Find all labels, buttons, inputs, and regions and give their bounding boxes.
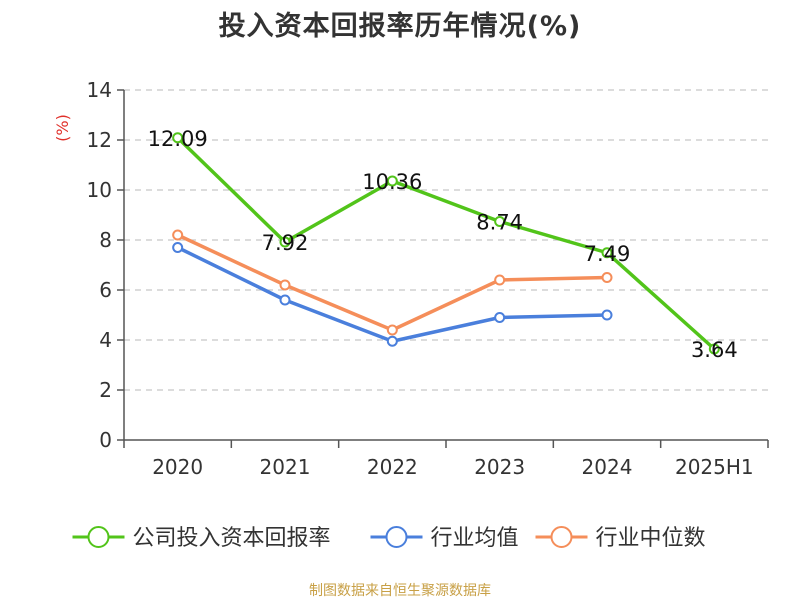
data-point (386, 175, 398, 187)
x-tick-label: 2021 (260, 455, 311, 479)
data-label: 3.64 (691, 338, 738, 362)
y-tick-label: 6 (99, 278, 112, 302)
data-point (279, 236, 291, 248)
data-point (494, 216, 506, 227)
data-point (172, 132, 184, 144)
legend: 公司投入资本回报率 行业均值 行业中位数 (72, 526, 706, 551)
y-tick-label: 14 (87, 78, 112, 102)
series-line (176, 136, 716, 351)
source-footer: 制图数据来自恒生聚源数据库 (309, 583, 491, 599)
data-point (494, 274, 506, 286)
data-point (172, 242, 184, 253)
legend-label: 公司投入资本回报率 (133, 526, 331, 551)
legend-item-2: 行业中位数 (535, 526, 706, 551)
data-point (494, 312, 506, 323)
x-tick-label: 2025H1 (675, 455, 754, 479)
legend-swatch-marker (550, 526, 573, 548)
data-point (601, 309, 613, 321)
data-point (386, 335, 398, 347)
x-tick-label: 2023 (474, 455, 525, 479)
data-labels: 12.09 7.92 10.36 8.74 7.49 3.64 (148, 127, 738, 362)
data-point (279, 279, 291, 291)
data-label: 10.36 (362, 170, 422, 194)
axes: 0 2 4 6 8 10 12 14 2020 2021 2022 2023 2024 2025H1 (87, 78, 769, 479)
series-lines (172, 132, 720, 355)
x-tick-label: 2024 (582, 455, 633, 479)
y-tick-label: 12 (87, 128, 112, 152)
data-point (386, 324, 398, 336)
y-tick-label: 2 (99, 378, 112, 402)
chart-title: 投入资本回报率历年情况(%) (218, 11, 582, 42)
series-2 (172, 229, 613, 336)
data-point (172, 229, 184, 241)
legend-item-0: 公司投入资本回报率 (72, 526, 331, 551)
legend-label: 行业均值 (431, 526, 519, 551)
data-point (708, 343, 720, 355)
data-label: 7.92 (262, 231, 309, 255)
legend-item-1: 行业均值 (370, 526, 519, 551)
series-0 (172, 132, 720, 355)
legend-swatch-marker (87, 526, 110, 548)
series-1 (172, 242, 613, 347)
y-tick-label: 4 (99, 328, 112, 352)
y-tick-label: 10 (87, 178, 112, 202)
data-label: 12.09 (148, 127, 208, 151)
grid-lines (124, 89, 768, 391)
x-tick-label: 2020 (152, 455, 203, 479)
data-label: 7.49 (584, 242, 631, 266)
data-label: 8.74 (476, 211, 523, 235)
y-tick-label: 8 (99, 228, 112, 252)
data-point (601, 247, 613, 259)
legend-swatch-marker (385, 526, 408, 548)
data-point (279, 294, 291, 306)
legend-label: 行业中位数 (596, 526, 706, 551)
x-tick-label: 2022 (367, 455, 418, 479)
data-point (601, 272, 613, 283)
y-axis-unit-label: (%) (53, 114, 72, 142)
y-tick-label: 0 (99, 428, 112, 452)
